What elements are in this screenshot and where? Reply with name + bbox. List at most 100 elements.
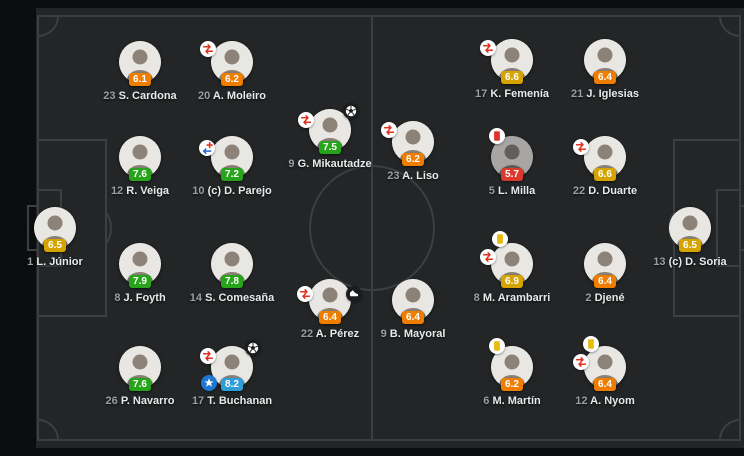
goal-icon	[343, 103, 359, 119]
player-name: T. Buchanan	[207, 395, 273, 407]
player-name-label: 8 M. Arambarri	[420, 292, 604, 304]
goal-icon	[245, 340, 261, 356]
player-name: R. Veiga	[126, 185, 170, 197]
player-name-label: 5 L. Milla	[420, 185, 604, 197]
player-name-label: 9 B. Mayoral	[321, 328, 505, 340]
player-number: 23	[103, 90, 116, 102]
player-name: S. Comesaña	[205, 292, 275, 304]
substitution-icon	[297, 286, 313, 302]
player-name-label: 20 A. Moleiro	[140, 90, 324, 102]
player-number: 17	[191, 395, 205, 407]
player-number: 9	[288, 158, 295, 170]
player-name-label: 2 Djené	[513, 292, 697, 304]
player-rating-badge: 6.6	[594, 168, 616, 181]
yellow-card-icon	[489, 338, 505, 354]
substitution-icon	[573, 354, 589, 370]
substitution-icon	[200, 41, 216, 57]
player-name: B. Mayoral	[389, 328, 446, 340]
substitution-icon	[298, 112, 314, 128]
player-number: 12	[575, 395, 588, 407]
player-number: 26	[105, 395, 118, 407]
motm-star-icon	[201, 375, 217, 391]
player-name-label: 23 A. Liso	[321, 170, 505, 182]
player-name-label: 21 J. Iglesias	[513, 88, 697, 100]
player-number: 10	[192, 185, 205, 197]
player-photo	[119, 136, 161, 178]
player-number: 21	[571, 88, 584, 100]
player-rating-badge: 7.2	[221, 168, 243, 181]
red-card-icon	[489, 128, 505, 144]
player-rating-badge: 6.4	[594, 378, 616, 391]
yellow-card-icon	[583, 336, 599, 352]
player-rating-badge: 6.1	[129, 73, 151, 86]
player-name: (c) D. Parejo	[207, 185, 272, 197]
player-name: M. Martín	[492, 395, 541, 407]
substitution-icon	[381, 122, 397, 138]
player-name-label: 8 J. Foyth	[48, 292, 232, 304]
player-name: D. Duarte	[588, 185, 638, 197]
player-name-label: 17 K. Femenía	[420, 88, 604, 100]
player-rating-badge: 8.2	[221, 378, 243, 391]
player-rating-badge: 6.4	[594, 71, 616, 84]
player-name: A. Liso	[402, 170, 439, 182]
player-rating-badge: 7.6	[129, 168, 151, 181]
player-name-label: 17 T. Buchanan	[140, 395, 324, 407]
player-name: A. Nyom	[590, 395, 635, 407]
player-name: Djené	[594, 292, 625, 304]
player-name-label: 13 (c) D. Soria	[598, 256, 744, 268]
player-rating-badge: 6.4	[594, 275, 616, 288]
player-number: 22	[572, 185, 586, 197]
player-name: K. Femenía	[490, 88, 549, 100]
player-name-label: 22 D. Duarte	[513, 185, 697, 197]
player-name: A. Moleiro	[212, 90, 267, 102]
player-number: 12	[110, 185, 124, 197]
player-rating-badge: 7.8	[221, 275, 243, 288]
player-number: 6	[483, 395, 490, 407]
player-number: 5	[488, 185, 495, 197]
player-rating-badge: 6.5	[44, 239, 66, 252]
player-rating-badge: 7.6	[129, 378, 151, 391]
player-number: 2	[585, 292, 592, 304]
player-name-label: 12 R. Veiga	[48, 185, 232, 197]
player-name: S. Cardona	[118, 90, 177, 102]
player-rating-badge: 6.5	[679, 239, 701, 252]
player-name: (c) D. Soria	[668, 256, 727, 268]
player-name: J. Foyth	[123, 292, 166, 304]
player-rating-badge: 7.9	[129, 275, 151, 288]
substitution-icon	[480, 40, 496, 56]
player-photo	[392, 279, 434, 321]
player-number: 23	[387, 170, 400, 182]
player-name-label: 12 A. Nyom	[513, 395, 697, 407]
player-number: 8	[473, 292, 480, 304]
player-rating-badge: 5.7	[501, 168, 523, 181]
yellow-card-icon	[492, 231, 508, 247]
player-name-label: 14 S. Comesaña	[140, 292, 324, 304]
player-name-label: 9 G. Mikautadze	[238, 158, 422, 170]
player-photo	[211, 346, 253, 388]
player-number: 22	[300, 328, 314, 340]
assist-icon	[346, 286, 362, 302]
player-name: J. Iglesias	[586, 88, 639, 100]
player-name-label: 6 M. Martín	[420, 395, 604, 407]
substitution-icon	[480, 249, 496, 265]
player-number: 20	[197, 90, 211, 102]
player-photo	[119, 346, 161, 388]
substitution-icon	[200, 348, 216, 364]
player-name-label: 10 (c) D. Parejo	[140, 185, 324, 197]
player-rating-badge: 6.2	[402, 153, 424, 166]
player-name-label: 1 L. Júnior	[0, 256, 147, 268]
player-number: 1	[27, 256, 34, 268]
player-number: 14	[189, 292, 203, 304]
player-rating-badge: 7.5	[319, 141, 341, 154]
player-name: L. Júnior	[36, 256, 83, 268]
player-rating-badge: 6.6	[501, 71, 523, 84]
player-rating-badge: 6.2	[221, 73, 243, 86]
player-rating-badge: 6.9	[501, 275, 523, 288]
player-name: M. Arambarri	[482, 292, 551, 304]
injury-substitution-icon	[199, 140, 215, 156]
player-photo	[669, 207, 711, 249]
player-name: P. Navarro	[120, 395, 175, 407]
player-number: 9	[380, 328, 387, 340]
